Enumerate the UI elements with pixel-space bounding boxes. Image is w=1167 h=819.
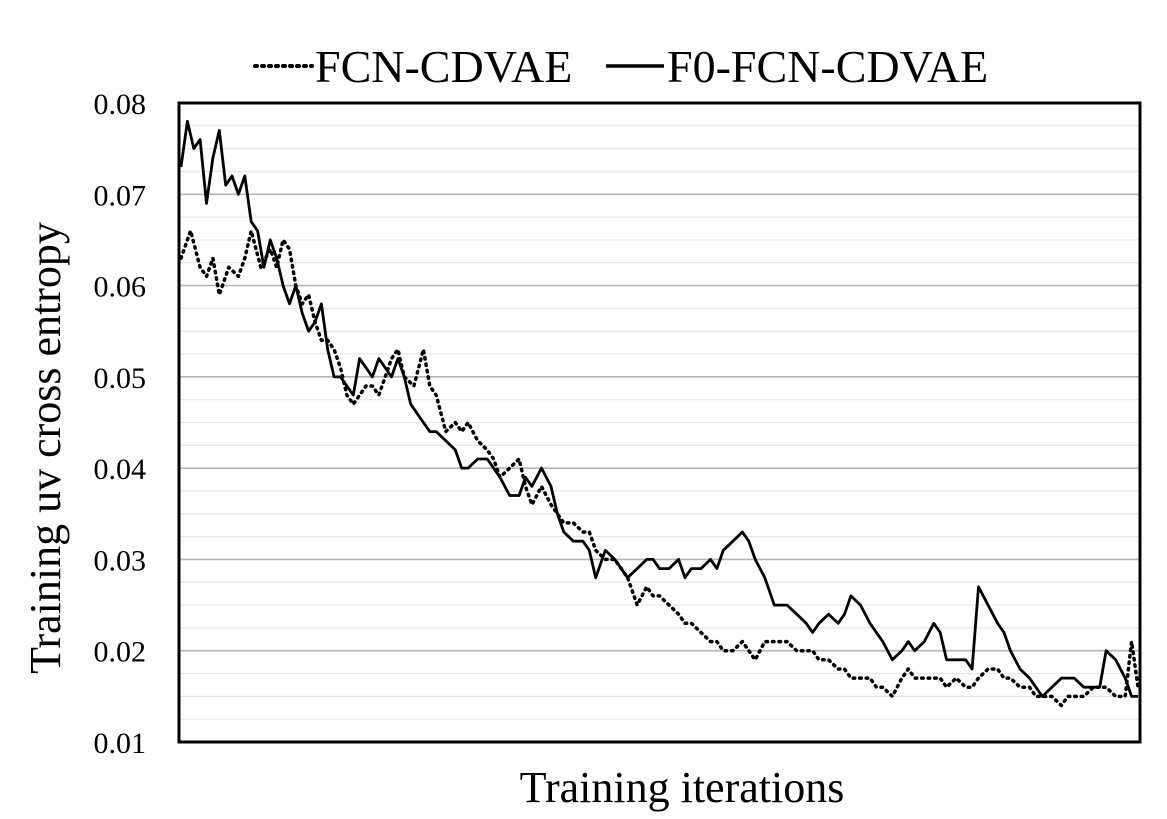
plot-area-frame <box>177 101 1142 744</box>
y-tick-label: 0.05 <box>94 362 147 395</box>
grid-lines <box>179 125 1140 720</box>
y-tick-label: 0.07 <box>94 179 147 212</box>
y-tick-label: 0.04 <box>94 453 147 486</box>
y-axis-label: Training uv cross entropy <box>21 222 70 674</box>
legend: FCN-CDVAE F0-FCN-CDVAE <box>253 41 988 92</box>
y-tick-label: 0.02 <box>94 636 147 669</box>
legend-label-fcn-cdvae: FCN-CDVAE <box>315 41 572 92</box>
series-line-f0-fcn-cdvae <box>179 119 1138 698</box>
x-axis-label: Training iterations <box>520 763 845 812</box>
plot-series <box>179 119 1140 708</box>
y-tick-label: 0.01 <box>94 727 147 760</box>
legend-label-f0-fcn-cdvae: F0-FCN-CDVAE <box>667 41 988 92</box>
y-tick-label: 0.03 <box>94 544 147 577</box>
y-tick-label: 0.06 <box>94 271 147 304</box>
y-tick-label: 0.08 <box>94 88 147 121</box>
series-line-fcn-cdvae <box>179 229 1140 708</box>
y-axis-ticks: 0.08 0.07 0.06 0.05 0.04 0.03 0.02 0.01 <box>94 88 147 760</box>
